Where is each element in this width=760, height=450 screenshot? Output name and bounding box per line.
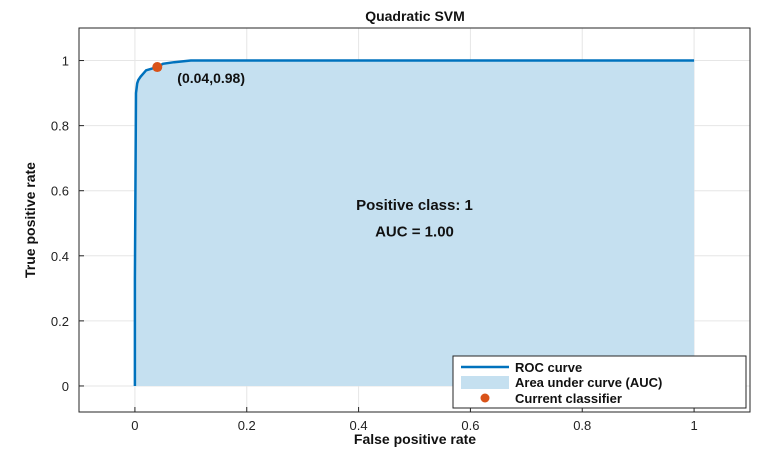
y-axis-ticks: 0 0.2 0.4 0.6 0.8 1 bbox=[51, 54, 84, 394]
y-tick-label: 1 bbox=[62, 54, 69, 69]
auc-label: AUC = 1.00 bbox=[375, 223, 454, 240]
current-classifier-point bbox=[152, 62, 163, 73]
x-tick-label: 0.6 bbox=[461, 418, 479, 433]
x-tick-label: 0.2 bbox=[238, 418, 256, 433]
legend: ROC curve Area under curve (AUC) Current… bbox=[452, 355, 747, 409]
x-tick-label: 1 bbox=[690, 418, 697, 433]
y-tick-label: 0 bbox=[62, 379, 69, 394]
point-label: (0.04,0.98) bbox=[177, 70, 245, 86]
y-tick-label: 0.2 bbox=[51, 314, 69, 329]
legend-classifier-swatch bbox=[480, 393, 490, 403]
chart-title: Quadratic SVM bbox=[365, 8, 465, 24]
legend-classifier-label: Current classifier bbox=[515, 391, 622, 406]
y-tick-label: 0.6 bbox=[51, 184, 69, 199]
y-tick-label: 0.8 bbox=[51, 119, 69, 134]
auc-area bbox=[134, 60, 695, 386]
y-tick-label: 0.4 bbox=[51, 249, 69, 264]
x-tick-label: 0.4 bbox=[350, 418, 368, 433]
positive-class-label: Positive class: 1 bbox=[356, 197, 473, 214]
roc-curve bbox=[133, 59, 695, 386]
y-axis-label: True positive rate bbox=[22, 162, 38, 278]
x-tick-label: 0.8 bbox=[573, 418, 591, 433]
x-axis-ticks: 0 0.2 0.4 0.6 0.8 1 bbox=[131, 407, 698, 433]
legend-roc-label: ROC curve bbox=[515, 360, 582, 375]
legend-auc-label: Area under curve (AUC) bbox=[515, 375, 662, 390]
plot-frame bbox=[78, 27, 751, 413]
x-axis-label: False positive rate bbox=[354, 431, 476, 447]
legend-auc-swatch bbox=[461, 376, 509, 389]
x-tick-label: 0 bbox=[131, 418, 138, 433]
